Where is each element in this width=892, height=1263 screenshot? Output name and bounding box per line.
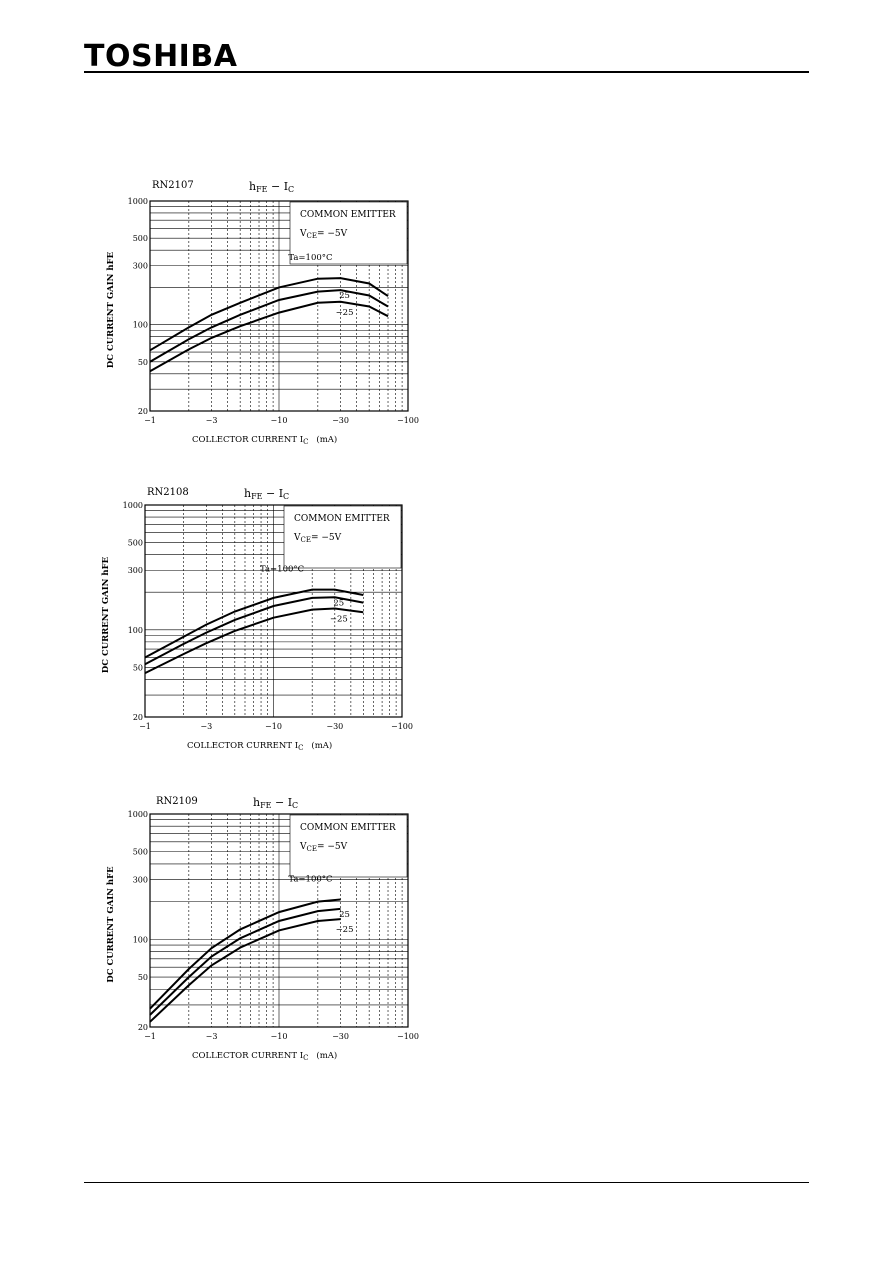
y-tick-label: 300 [128,566,143,575]
annotation-vce: VCE= −5V [293,533,342,544]
y-tick-label: 50 [138,358,148,367]
plot-frame [149,200,409,412]
plot-frame [149,813,409,1028]
annotation-common-emitter: COMMON EMITTER [300,823,396,833]
series-label-2: −25 [336,925,354,935]
series-line-0 [149,898,341,1010]
y-tick-label: 20 [138,407,148,416]
x-tick-label: −1 [144,416,156,425]
chart-svg: COMMON EMITTER VCE= −5V Ta=100°C 25 −25 20 50 1… [101,487,413,752]
annotation-vce: VCE= −5V [299,842,348,853]
x-tick-label: −1 [144,1032,156,1041]
annotation-common-emitter: COMMON EMITTER [300,210,396,220]
y-tick-label: 300 [133,876,148,885]
header-rule [84,71,809,73]
series-line-1 [149,907,341,1016]
y-tick-label: 1000 [128,197,148,206]
series-line-1 [149,289,389,363]
chart-rn2109: COMMON EMITTER VCE= −5V Ta=100°C 25 −25 20 50 1… [0,787,892,1087]
series-label-1: 25 [339,291,350,301]
chart-svg: COMMON EMITTER VCE= −5V Ta=100°C 25 −25 20 50 1… [106,796,419,1062]
y-tick-label: 500 [133,234,148,243]
annotation-box [289,814,408,878]
series-label-0: Ta=100°C [288,253,332,263]
x-tick-label: −100 [397,416,419,425]
series-label-1: 25 [339,910,350,920]
y-tick-label: 500 [133,848,148,857]
annotation-vce: VCE= −5V [299,229,348,240]
x-tick-label: −3 [206,1032,218,1041]
series-line-0 [149,277,389,352]
part-number: RN2109 [156,796,198,807]
y-axis-label: DC CURRENT GAIN hFE [106,866,116,983]
series-label-2: −25 [336,308,354,318]
y-tick-label: 50 [133,663,143,672]
series-line-2 [149,300,389,373]
series-line-2 [144,607,364,674]
x-tick-label: −30 [326,722,343,731]
y-tick-label: 100 [128,626,143,635]
annotation-box [283,505,402,569]
y-tick-label: 300 [133,262,148,271]
x-tick-label: −100 [391,722,413,731]
x-tick-label: −3 [206,416,218,425]
chart-svg: COMMON EMITTER VCE= −5V Ta=100°C 25 −25 20 50 1… [106,180,419,446]
toshiba-logo: TOSHIBA [84,39,238,74]
series-label-1: 25 [333,598,344,608]
series-label-0: Ta=100°C [288,874,332,884]
y-tick-label: 100 [133,321,148,330]
y-tick-label: 50 [138,973,148,982]
chart-rn2107: COMMON EMITTER VCE= −5V Ta=100°C 25 −25 20 50 1… [0,170,892,470]
y-tick-label: 1000 [123,501,143,510]
series-line-2 [149,918,341,1023]
y-tick-label: 20 [138,1023,148,1032]
chart-title: hFE − IC [253,796,298,810]
x-tick-label: −10 [271,1032,288,1041]
x-axis-label: COLLECTOR CURRENT IC (mA) [187,740,332,752]
grid [149,200,409,412]
x-tick-label: −100 [397,1032,419,1041]
y-axis-label: DC CURRENT GAIN hFE [101,556,111,673]
y-tick-label: 20 [133,713,143,722]
x-tick-label: −30 [332,1032,349,1041]
x-tick-label: −3 [200,722,212,731]
annotation-common-emitter: COMMON EMITTER [294,514,390,524]
series-line-1 [144,596,364,666]
grid [144,504,403,718]
part-number: RN2107 [152,180,194,191]
series-label-2: −25 [330,615,348,625]
y-tick-label: 500 [128,539,143,548]
x-axis-label: COLLECTOR CURRENT IC (mA) [192,1050,337,1062]
chart-title: hFE − IC [244,487,289,501]
series-line-0 [144,588,364,659]
y-tick-label: 100 [133,935,148,944]
x-axis-label: COLLECTOR CURRENT IC (mA) [192,434,337,446]
x-tick-label: −30 [332,416,349,425]
y-tick-label: 1000 [128,810,148,819]
chart-rn2108: COMMON EMITTER VCE= −5V Ta=100°C 25 −25 20 50 1… [0,478,892,778]
x-tick-label: −1 [139,722,151,731]
annotation-box [289,201,408,265]
x-tick-label: −10 [271,416,288,425]
y-axis-label: DC CURRENT GAIN hFE [106,251,116,368]
series-label-0: Ta=100°C [260,565,304,575]
plot-frame [144,504,403,718]
footer-rule [84,1182,809,1183]
chart-title: hFE − IC [249,180,294,194]
part-number: RN2108 [147,487,189,498]
x-tick-label: −10 [265,722,282,731]
